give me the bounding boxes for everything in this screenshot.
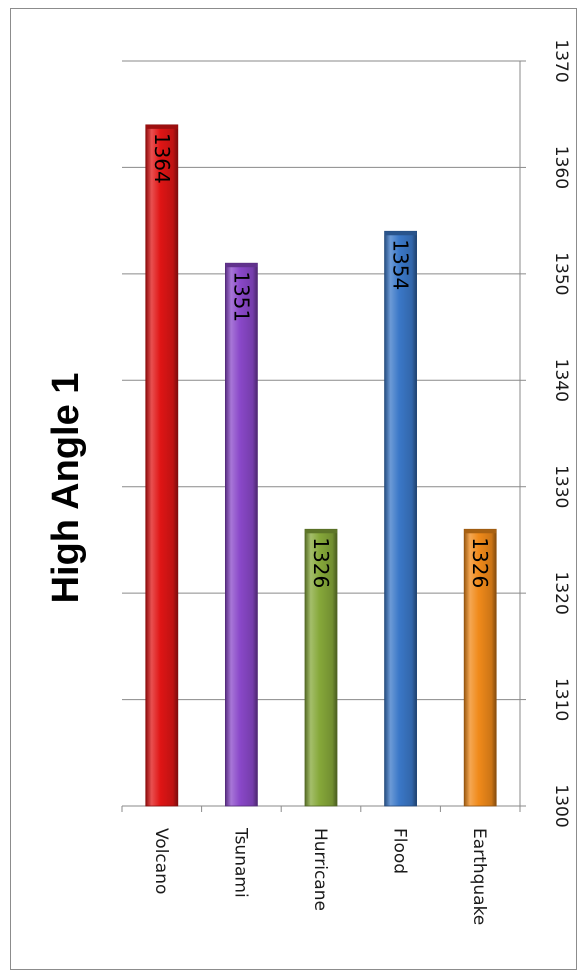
value-tick-label: 1370 xyxy=(551,39,571,82)
bar-cap xyxy=(225,263,258,268)
bar-hurricane xyxy=(304,528,338,807)
data-label: 1326 xyxy=(468,537,492,588)
bar-cap xyxy=(145,124,178,129)
value-tick-label: 1310 xyxy=(551,678,571,721)
bar-tsunami xyxy=(224,262,258,807)
bar-cap xyxy=(384,231,417,236)
value-tick-label: 1300 xyxy=(551,784,571,827)
data-label: 1351 xyxy=(229,271,253,322)
data-label: 1326 xyxy=(309,537,333,588)
bar-cap xyxy=(305,529,337,534)
bar-flood xyxy=(384,230,418,807)
value-tick-label: 1320 xyxy=(551,572,571,615)
category-label: Hurricane xyxy=(310,828,330,911)
category-label: Volcano xyxy=(151,828,171,894)
value-tick-label: 1360 xyxy=(551,146,571,189)
category-label: Earthquake xyxy=(469,828,489,925)
category-label: Tsunami xyxy=(230,827,250,898)
value-tick-label: 1340 xyxy=(551,359,571,402)
data-label: 1364 xyxy=(150,133,174,184)
data-label: 1354 xyxy=(389,239,413,290)
bars xyxy=(145,124,497,807)
value-tick-label: 1330 xyxy=(551,465,571,508)
bar-volcano xyxy=(145,124,179,807)
bar-cap xyxy=(464,529,497,534)
value-tick-label: 1350 xyxy=(551,252,571,295)
chart-frame xyxy=(10,8,577,970)
category-label: Flood xyxy=(390,828,410,874)
labels: 1300 1310 1320 1330 1340 1350 1360 1370 1364 Volc… xyxy=(150,39,571,925)
chart-title: High Angle 1 xyxy=(45,373,87,604)
